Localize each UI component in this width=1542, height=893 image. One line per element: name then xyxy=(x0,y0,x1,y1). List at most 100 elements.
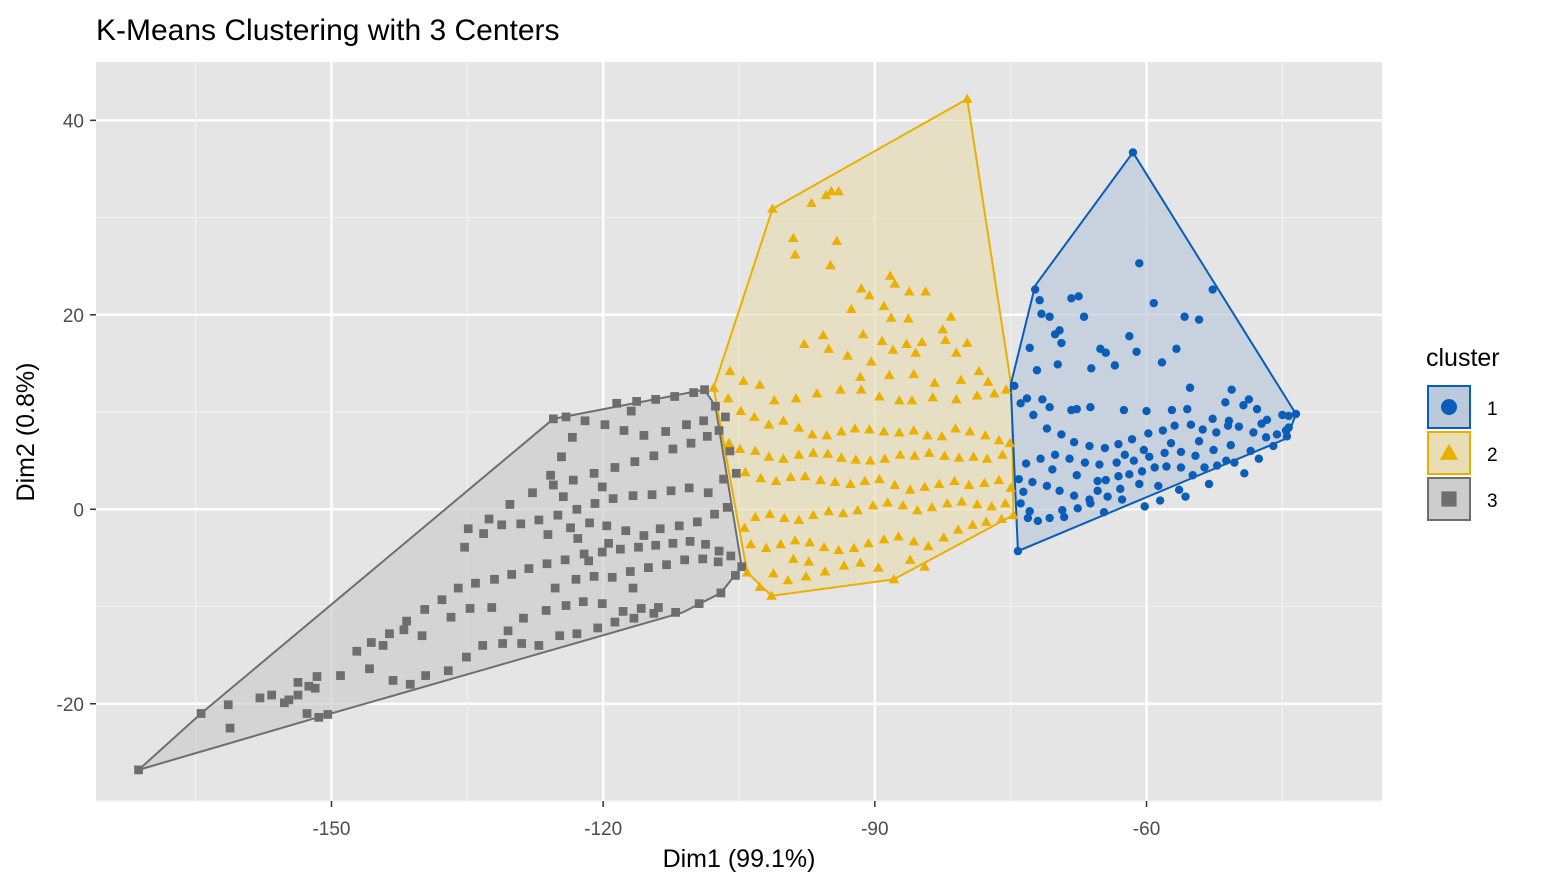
cluster-3-point xyxy=(589,468,599,478)
cluster-2-point xyxy=(754,581,766,592)
cluster-2-point xyxy=(807,447,819,457)
cluster-3-point xyxy=(632,396,642,406)
cluster-3-point xyxy=(668,538,678,548)
cluster-2-point xyxy=(939,450,950,460)
cluster-1-point xyxy=(1194,437,1204,446)
cluster-3-point xyxy=(453,583,463,593)
cluster-2-point xyxy=(836,426,847,436)
cluster-3-point xyxy=(714,426,724,435)
cluster-2-point xyxy=(999,498,1011,508)
cluster-3-point xyxy=(700,385,709,395)
y-tick-label: 40 xyxy=(63,111,84,132)
cluster-1-point xyxy=(1272,430,1282,439)
cluster-2-point xyxy=(790,393,802,403)
cluster-2-point xyxy=(953,452,965,462)
cluster-3-point xyxy=(528,488,537,498)
cluster-2-point xyxy=(945,311,957,321)
cluster-2-point xyxy=(849,423,861,433)
cluster-2-point xyxy=(867,500,879,510)
cluster-2-point xyxy=(964,426,976,436)
cluster-3-point xyxy=(710,509,719,519)
cluster-2-point xyxy=(893,531,904,541)
cluster-3-point xyxy=(714,546,724,556)
cluster-2-point xyxy=(889,479,901,489)
cluster-1-point xyxy=(1176,463,1186,472)
cluster-3-point xyxy=(590,499,600,508)
cluster-2-point xyxy=(919,481,930,491)
cluster-2-point xyxy=(837,507,849,518)
cluster-hulls xyxy=(137,97,1298,771)
cluster-3-point xyxy=(618,607,628,616)
cluster-3-point xyxy=(585,518,594,528)
cluster-3-point xyxy=(568,475,578,485)
cluster-2-point xyxy=(909,450,920,460)
cluster-2-point xyxy=(879,453,891,463)
cluster-3-point xyxy=(546,470,555,480)
cluster-1-point xyxy=(1137,467,1147,476)
cluster-1-point xyxy=(1135,259,1144,268)
cluster-2-point xyxy=(878,534,890,544)
cluster-2-point xyxy=(901,338,912,348)
cluster-2-point xyxy=(979,477,990,488)
cluster-2-point xyxy=(807,509,819,520)
cluster-1-point xyxy=(1065,454,1074,463)
cluster-2-point xyxy=(769,395,780,405)
cluster-2-point xyxy=(920,286,931,296)
cluster-2-point xyxy=(845,478,856,488)
cluster-3-point xyxy=(420,605,430,614)
legend-title: cluster xyxy=(1426,344,1500,372)
cluster-3-point xyxy=(608,494,618,503)
cluster-3-point xyxy=(534,515,544,525)
cluster-2-point xyxy=(789,249,801,259)
cluster-1-point xyxy=(1038,395,1047,404)
cluster-3-point xyxy=(225,723,235,733)
cluster-2-point xyxy=(804,537,815,547)
cluster-1-point xyxy=(1087,364,1096,373)
legend-symbol-1 xyxy=(1441,399,1457,415)
cluster-2-point xyxy=(815,474,826,485)
cluster-1-point xyxy=(1016,399,1025,408)
cluster-3-point xyxy=(284,695,294,705)
cluster-2-point xyxy=(884,369,895,380)
cluster-1-point xyxy=(1284,423,1293,432)
cluster-1-point xyxy=(1227,385,1236,394)
cluster-2-point xyxy=(894,449,906,459)
cluster-2-point xyxy=(888,574,900,584)
cluster-3-point xyxy=(578,597,588,607)
cluster-1-point xyxy=(1125,470,1134,479)
cluster-2-point xyxy=(897,500,909,510)
cluster-2-point xyxy=(822,448,834,458)
cluster-2-point xyxy=(864,290,875,300)
cluster-2-point xyxy=(904,484,916,494)
cluster-1-point xyxy=(1053,360,1062,369)
cluster-3-point xyxy=(698,554,708,564)
cluster-1-point xyxy=(1269,441,1278,451)
cluster-3-point xyxy=(651,395,661,404)
cluster-3-point xyxy=(674,521,684,531)
legend-label-1: 1 xyxy=(1487,399,1498,420)
cluster-2-point xyxy=(829,476,841,487)
cluster-2-point xyxy=(785,471,796,482)
cluster-2-point xyxy=(831,235,843,245)
cluster-1-point xyxy=(1055,326,1064,335)
cluster-1-point xyxy=(1155,496,1165,505)
cluster-3-point xyxy=(572,504,582,514)
cluster-1-point xyxy=(1185,383,1195,392)
cluster-1-point xyxy=(1149,298,1158,308)
cluster-3-point xyxy=(615,544,625,554)
cluster-1-point xyxy=(1074,292,1083,301)
cluster-2-point xyxy=(750,511,761,522)
cluster-1-point xyxy=(1067,405,1076,415)
cluster-1-point xyxy=(1261,433,1271,442)
cluster-1-point xyxy=(1079,312,1089,321)
cluster-1-point xyxy=(1021,459,1031,468)
cluster-3-point xyxy=(647,490,657,500)
cluster-3-point xyxy=(478,641,488,650)
cluster-2-point xyxy=(936,431,948,441)
cluster-2-point xyxy=(912,504,923,515)
cluster-3-point xyxy=(689,388,699,397)
cluster-3-point xyxy=(302,709,312,718)
cluster-3-point xyxy=(628,491,638,501)
cluster-2-point xyxy=(903,286,915,296)
cluster-2-point xyxy=(874,473,885,484)
